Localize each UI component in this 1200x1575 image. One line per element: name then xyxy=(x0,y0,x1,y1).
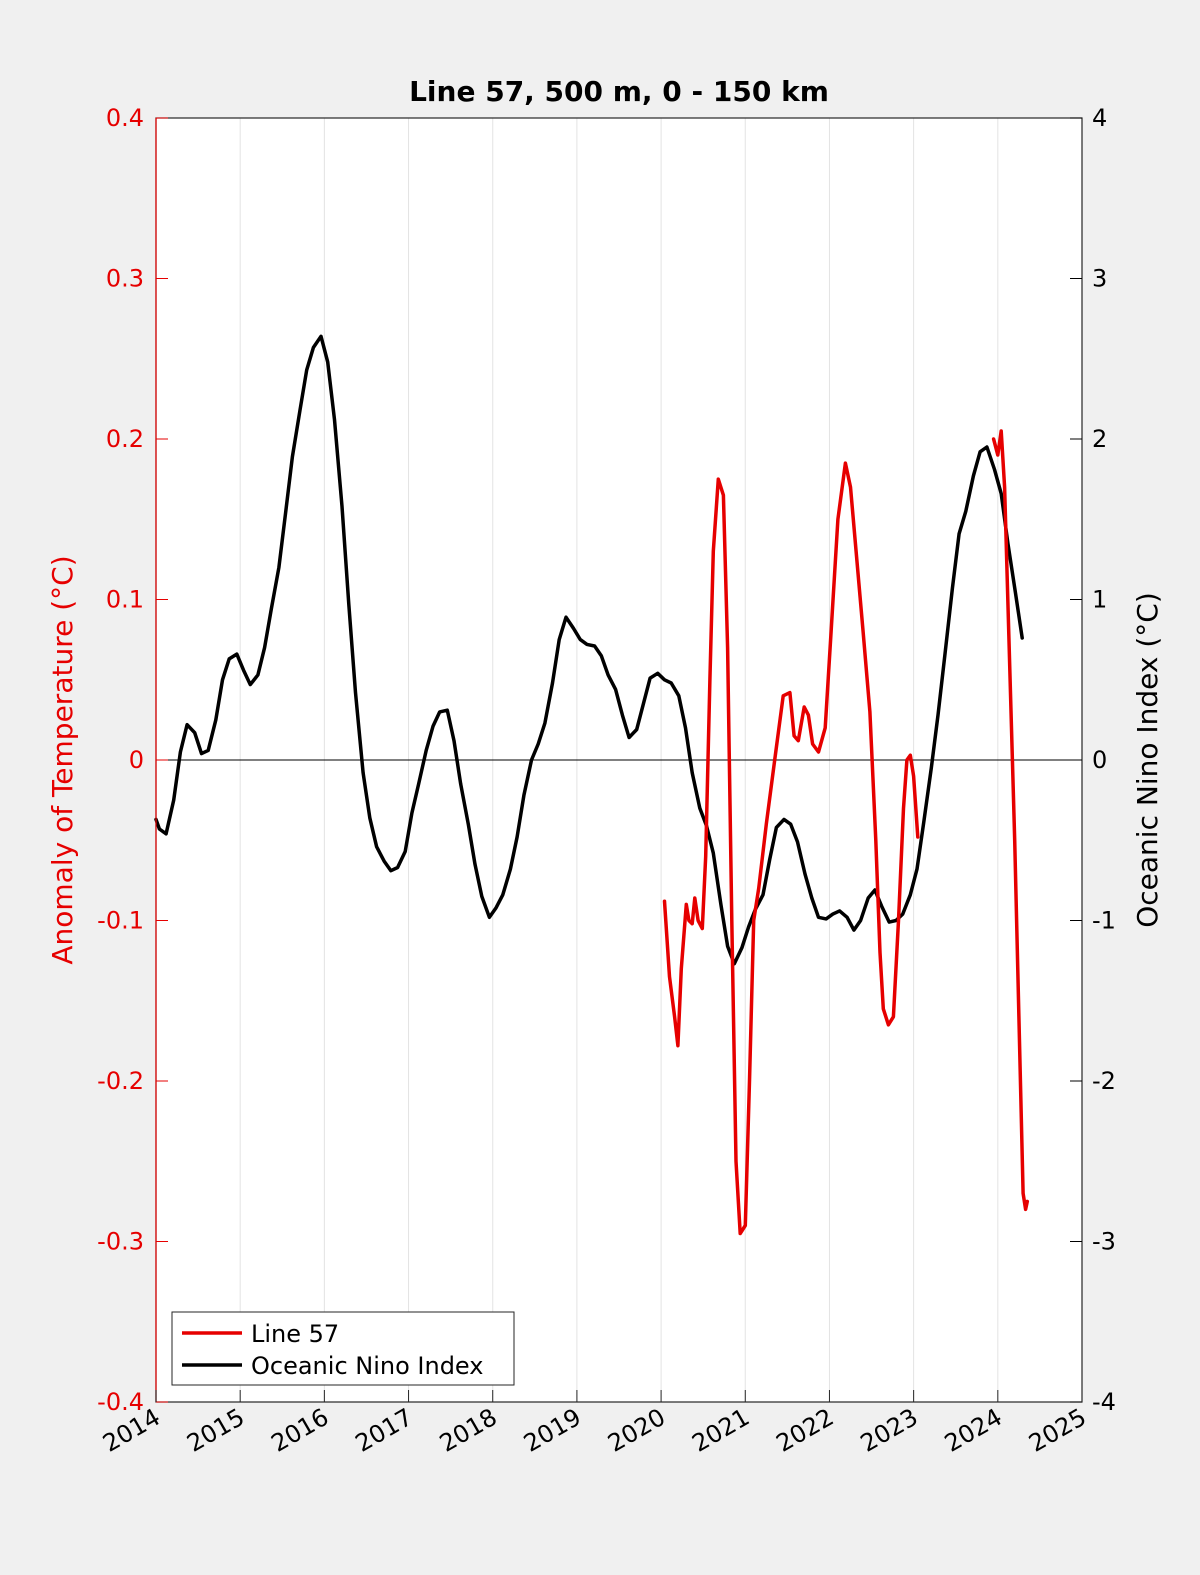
right-tick-label: -3 xyxy=(1092,1228,1116,1256)
series-line-57-segment-1 xyxy=(662,461,920,1236)
chart-title: Line 57, 500 m, 0 - 150 km xyxy=(409,75,829,108)
legend-box xyxy=(171,1311,515,1386)
right-tick-label: -4 xyxy=(1092,1388,1116,1416)
series-layer xyxy=(154,334,1030,1236)
x-tick-label: 2018 xyxy=(435,1403,502,1458)
y-axis-label-right: Oceanic Nino Index (°C) xyxy=(1131,592,1164,928)
left-tick-label: 0.2 xyxy=(106,425,144,453)
right-tick-label: -2 xyxy=(1092,1067,1116,1095)
y-axis-label-left: Anomaly of Temperature (°C) xyxy=(46,555,79,964)
right-tick-label: 3 xyxy=(1092,265,1107,293)
x-tick-label: 2023 xyxy=(856,1403,923,1458)
x-tick-label: 2016 xyxy=(266,1403,333,1458)
series-line-57-segment-2 xyxy=(991,429,1030,1212)
x-tick-label: 2020 xyxy=(603,1403,670,1458)
x-tick-label: 2019 xyxy=(519,1403,586,1458)
x-tick-label: 2017 xyxy=(351,1403,418,1458)
legend: Line 57 Oceanic Nino Index xyxy=(171,1311,515,1386)
x-tick-label: 2024 xyxy=(940,1403,1007,1458)
left-tick-label: 0 xyxy=(129,746,144,774)
left-tick-label: 0.3 xyxy=(106,265,144,293)
left-tick-label: -0.2 xyxy=(97,1067,144,1095)
right-tick-label: 0 xyxy=(1092,746,1107,774)
legend-label-oni: Oceanic Nino Index xyxy=(251,1352,483,1380)
left-tick-label: 0.1 xyxy=(106,586,144,614)
legend-label-line-57: Line 57 xyxy=(251,1320,339,1348)
x-tick-label: 2022 xyxy=(772,1403,839,1458)
left-tick-label: -0.4 xyxy=(97,1388,144,1416)
x-tick-label: 2015 xyxy=(182,1403,249,1458)
x-tick-label: 2025 xyxy=(1024,1403,1091,1458)
right-tick-label: 2 xyxy=(1092,425,1107,453)
right-tick-label: 1 xyxy=(1092,586,1107,614)
left-tick-label: 0.4 xyxy=(106,104,144,132)
x-tick-label: 2021 xyxy=(687,1403,754,1458)
left-axis-ticks: -0.4 -0.3 -0.2 -0.1 0 0.1 0.2 0.3 0.4 xyxy=(97,104,168,1416)
right-tick-label: 4 xyxy=(1092,104,1107,132)
right-tick-label: -1 xyxy=(1092,907,1116,935)
right-axis-ticks: -4 -3 -2 -1 0 1 2 3 4 xyxy=(1070,104,1116,1416)
left-tick-label: -0.1 xyxy=(97,907,144,935)
left-tick-label: -0.3 xyxy=(97,1228,144,1256)
